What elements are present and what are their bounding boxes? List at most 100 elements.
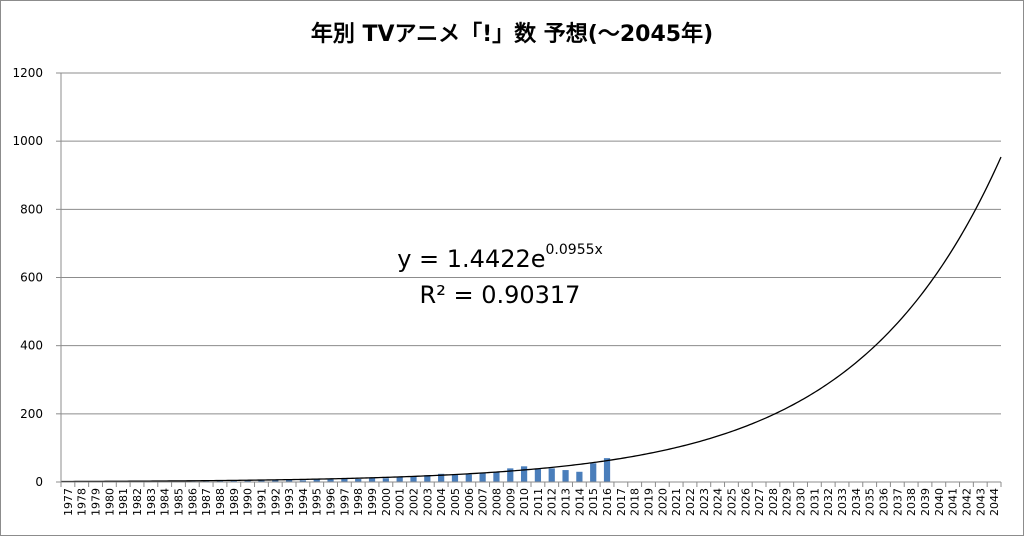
bar — [562, 470, 569, 482]
x-tick-label: 1988 — [214, 488, 227, 516]
x-tick-label: 2021 — [670, 488, 683, 516]
trendline-equation: y = 1.4422e0.0955x R² = 0.90317 — [380, 236, 620, 313]
x-tick-label: 2025 — [725, 488, 738, 516]
x-axis-tick-labels: 1977 1978 1979 1980 1981 1982 1983 1984 1985 1986… — [60, 482, 1002, 516]
x-tick-label: 1995 — [311, 488, 324, 516]
x-tick-label: 1986 — [186, 488, 199, 516]
x-tick-label: 2004 — [435, 488, 448, 516]
y-tick-label: 1200 — [12, 66, 43, 80]
y-tick-label: 600 — [20, 271, 43, 285]
bar — [438, 473, 445, 482]
equation-exponent: 0.0955x — [545, 242, 603, 258]
x-tick-label: 2010 — [518, 488, 531, 516]
bar — [548, 468, 555, 482]
x-tick-label: 1998 — [352, 488, 365, 516]
bar — [424, 475, 431, 482]
x-tick-label: 2020 — [656, 488, 669, 516]
r-squared-text: R² = 0.90317 — [419, 281, 581, 309]
x-tick-label: 2036 — [878, 488, 891, 516]
x-tick-label: 1991 — [255, 488, 268, 516]
x-tick-label: 2022 — [684, 488, 697, 516]
bar — [479, 472, 486, 482]
x-tick-label: 2003 — [421, 488, 434, 516]
x-tick-label: 2019 — [643, 488, 656, 516]
x-tick-label: 1990 — [242, 488, 255, 516]
bar — [272, 479, 279, 482]
x-tick-label: 2007 — [477, 488, 490, 516]
bar — [313, 478, 320, 482]
bar — [355, 478, 362, 482]
x-tick-label: 2039 — [919, 488, 932, 516]
x-tick-label: 1997 — [338, 488, 351, 516]
bar — [493, 471, 500, 482]
x-tick-label: 2028 — [767, 488, 780, 516]
x-tick-label: 2044 — [988, 488, 1001, 516]
bar — [410, 476, 417, 482]
x-tick-label: 2026 — [739, 488, 752, 516]
y-tick-label: 0 — [35, 475, 43, 489]
bar — [520, 466, 528, 482]
bar — [451, 474, 459, 482]
gridlines — [56, 72, 1001, 483]
x-tick-label: 2015 — [587, 488, 600, 516]
x-tick-label: 2043 — [974, 488, 987, 516]
x-tick-label: 2033 — [836, 488, 849, 516]
equation-prefix: y = 1.4422e — [397, 245, 546, 273]
x-tick-label: 1989 — [228, 488, 241, 516]
x-tick-label: 2017 — [615, 488, 628, 516]
y-tick-label: 200 — [20, 407, 43, 421]
bar — [327, 479, 334, 482]
x-tick-label: 1982 — [131, 488, 144, 516]
x-tick-label: 2034 — [850, 488, 863, 516]
bar — [507, 468, 514, 482]
x-tick-label: 1983 — [145, 488, 158, 516]
x-tick-label: 1985 — [173, 488, 186, 516]
bar — [382, 478, 389, 482]
x-tick-label: 1987 — [200, 488, 213, 516]
bar — [230, 480, 237, 482]
x-tick-label: 2023 — [698, 488, 711, 516]
y-tick-label: 1000 — [12, 134, 43, 148]
x-tick-label: 1994 — [297, 488, 310, 516]
bar — [341, 478, 348, 482]
y-tick-label: 800 — [20, 202, 43, 216]
x-tick-label: 2029 — [781, 488, 794, 516]
x-tick-label: 2030 — [795, 488, 808, 516]
equation-text: y = 1.4422e0.0955x — [380, 236, 620, 277]
x-tick-label: 2009 — [504, 488, 517, 516]
bar — [203, 480, 210, 482]
y-axis-tick-labels: 0 200 400 600 800 1000 1200 — [12, 66, 43, 489]
x-tick-label: 2041 — [947, 488, 960, 516]
x-tick-label: 2013 — [560, 488, 573, 516]
x-tick-label: 2012 — [546, 488, 559, 516]
x-tick-label: 1979 — [90, 488, 103, 516]
x-tick-label: 1993 — [283, 488, 296, 516]
bar-series — [64, 458, 611, 482]
x-tick-label: 2031 — [808, 488, 821, 516]
x-tick-label: 2024 — [712, 488, 725, 516]
x-tick-label: 2006 — [463, 488, 476, 516]
x-tick-label: 1978 — [76, 488, 89, 516]
bar — [299, 480, 307, 482]
bar — [534, 469, 542, 482]
bar — [576, 471, 583, 482]
x-tick-label: 2018 — [629, 488, 642, 516]
x-tick-label: 1984 — [159, 488, 172, 516]
chart-title: 年別 TVアニメ「!」数 予想(〜2045年) — [310, 22, 714, 47]
x-tick-label: 1981 — [117, 488, 130, 516]
bar — [244, 480, 251, 482]
x-tick-label: 2008 — [490, 488, 503, 516]
x-tick-label: 1996 — [325, 488, 338, 516]
x-tick-label: 1980 — [103, 488, 116, 516]
bar — [258, 479, 265, 482]
bar — [396, 477, 403, 482]
bar — [603, 458, 611, 482]
x-tick-label: 2037 — [891, 488, 904, 516]
x-tick-label: 2014 — [573, 488, 586, 516]
y-tick-label: 400 — [20, 339, 43, 353]
x-tick-label: 2001 — [394, 488, 407, 516]
trendline-curve — [60, 156, 1002, 483]
x-tick-label: 2042 — [960, 488, 973, 516]
